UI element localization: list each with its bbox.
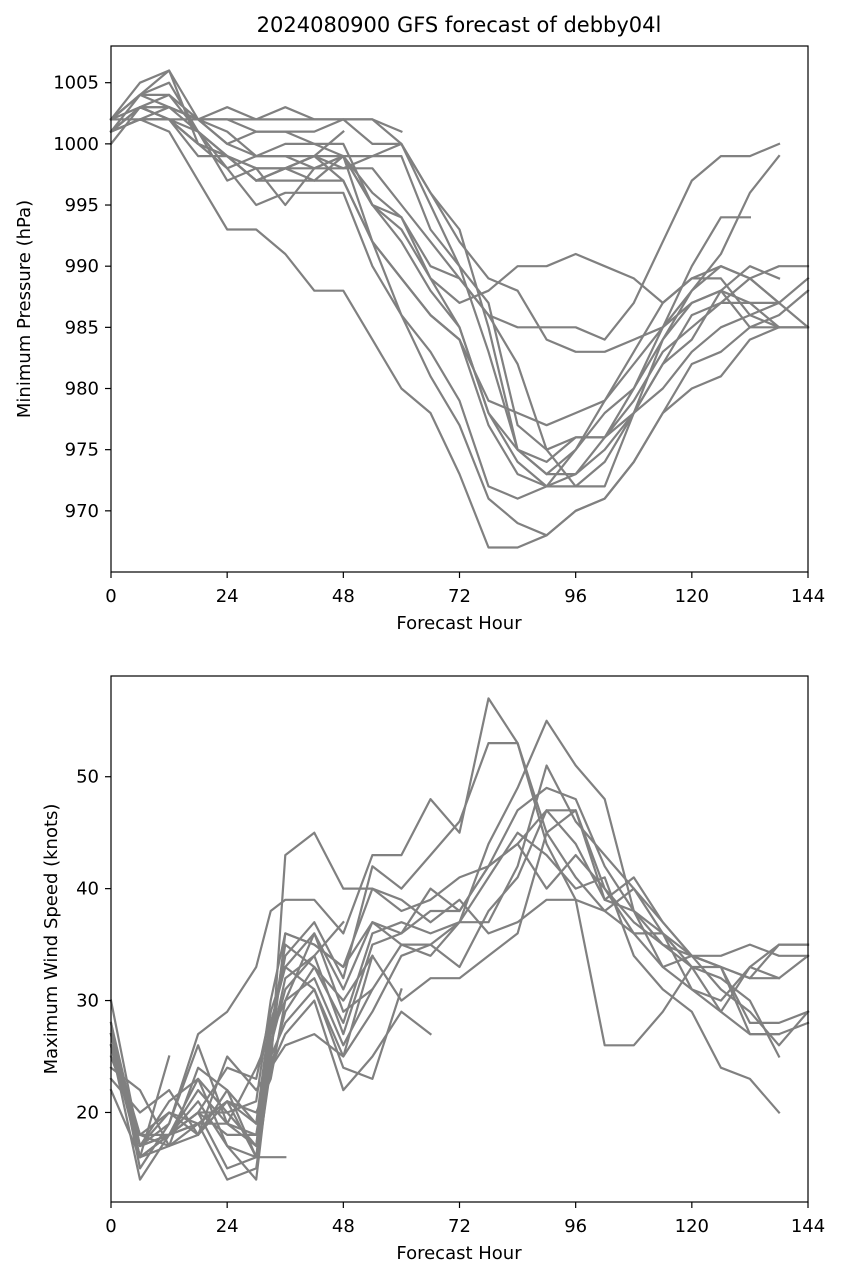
wind-y-axis-label: Maximum Wind Speed (knots): [41, 804, 62, 1075]
pressure-series-line-14: [109, 106, 781, 451]
wind-series-line-8: [109, 786, 781, 1159]
wind-series-line-18: [109, 1010, 272, 1136]
wind-series-line-16: [109, 920, 345, 1148]
pressure-series-line-12: [109, 118, 781, 549]
pressure-series-group: [109, 69, 810, 549]
pressure-x-ticks: 0 24 48 72 96 120 144: [105, 572, 825, 607]
pressure-y-tick-label: 980: [65, 379, 99, 400]
wind-series-line-19: [109, 1055, 171, 1159]
wind-series-line-17: [109, 1066, 287, 1159]
pressure-y-axis-label: Minimum Pressure (hPa): [14, 200, 35, 418]
wind-series-group: [109, 697, 810, 1181]
chart-title: 2024080900 GFS forecast of debby04l: [257, 13, 662, 37]
wind-x-tick-label: 0: [105, 1216, 116, 1237]
pressure-x-axis-label: Forecast Hour: [396, 613, 522, 634]
pressure-x-tick-label: 0: [105, 586, 116, 607]
wind-x-tick-label: 72: [448, 1216, 471, 1237]
pressure-x-tick-label: 120: [675, 586, 709, 607]
wind-x-tick-label: 120: [675, 1216, 709, 1237]
pressure-y-tick-label: 990: [65, 256, 99, 277]
pressure-x-tick-label: 48: [332, 586, 355, 607]
pressure-series-line-8: [109, 93, 810, 488]
wind-series-line-4: [109, 742, 810, 1159]
wind-y-tick-label: 50: [76, 767, 99, 788]
pressure-y-tick-label: 1005: [53, 73, 99, 94]
wind-y-tick-label: 40: [76, 879, 99, 900]
pressure-x-tick-label: 144: [791, 586, 825, 607]
pressure-y-tick-label: 985: [65, 317, 99, 338]
wind-panel: 0 24 48 72 96 120 144 20 30 40 50 Forecast Hour M…: [41, 675, 825, 1264]
pressure-series-line-15: [109, 93, 781, 476]
wind-x-ticks: 0 24 48 72 96 120 144: [105, 1202, 825, 1237]
wind-series-line-9: [109, 809, 810, 1148]
pressure-y-tick-label: 975: [65, 440, 99, 461]
pressure-y-tick-label: 970: [65, 501, 99, 522]
pressure-x-tick-label: 96: [564, 586, 587, 607]
pressure-series-line-1: [109, 69, 781, 476]
pressure-x-tick-label: 72: [448, 586, 471, 607]
pressure-panel: 2024080900 GFS forecast of debby04l 0 24 4…: [14, 13, 825, 634]
wind-x-tick-label: 48: [332, 1216, 355, 1237]
wind-series-line-6: [109, 842, 810, 1159]
wind-series-line-14: [109, 954, 374, 1148]
wind-y-ticks: 20 30 40 50: [76, 767, 111, 1123]
wind-series-line-11: [109, 831, 781, 1170]
wind-x-tick-label: 96: [564, 1216, 587, 1237]
wind-y-tick-label: 30: [76, 991, 99, 1012]
pressure-y-tick-label: 995: [65, 195, 99, 216]
pressure-x-tick-label: 24: [216, 586, 239, 607]
pressure-series-line-5: [109, 106, 781, 341]
wind-series-line-2: [109, 697, 810, 1170]
wind-x-tick-label: 144: [791, 1216, 825, 1237]
pressure-y-ticks: 970 975 980 985 990 995 1000 1005: [53, 73, 111, 522]
pressure-series-line-16: [109, 106, 403, 134]
pressure-y-tick-label: 1000: [53, 134, 99, 155]
wind-series-line-5: [109, 809, 810, 1136]
wind-x-axis-label: Forecast Hour: [396, 1243, 522, 1264]
wind-y-tick-label: 20: [76, 1102, 99, 1123]
wind-series-line-15: [109, 977, 374, 1136]
pressure-series-line-10: [109, 118, 810, 500]
wind-x-tick-label: 24: [216, 1216, 239, 1237]
